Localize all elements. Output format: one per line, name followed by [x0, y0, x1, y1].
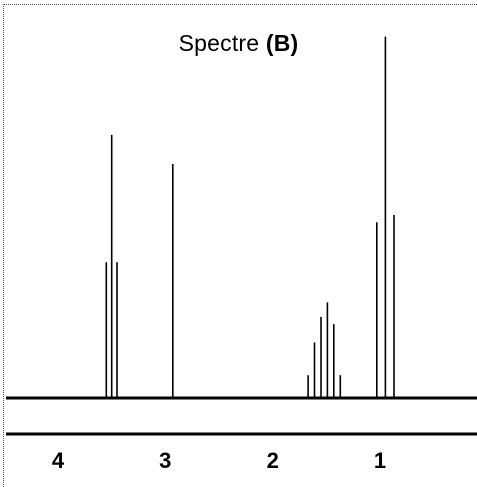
x-tick-labels: 4 3 2 1 — [52, 448, 386, 473]
x-tick-label-1: 1 — [374, 448, 386, 473]
peaks-group — [105, 36, 395, 397]
x-tick-label-3: 3 — [159, 448, 171, 473]
frame-left-border — [3, 4, 4, 487]
x-tick-label-2: 2 — [267, 448, 279, 473]
chart-title-label: (B) — [265, 30, 299, 56]
chart-title: Spectre (B) — [0, 30, 477, 57]
frame-top-border — [3, 4, 477, 5]
x-tick-label-4: 4 — [52, 448, 65, 473]
chart-title-text: Spectre — [178, 30, 266, 56]
